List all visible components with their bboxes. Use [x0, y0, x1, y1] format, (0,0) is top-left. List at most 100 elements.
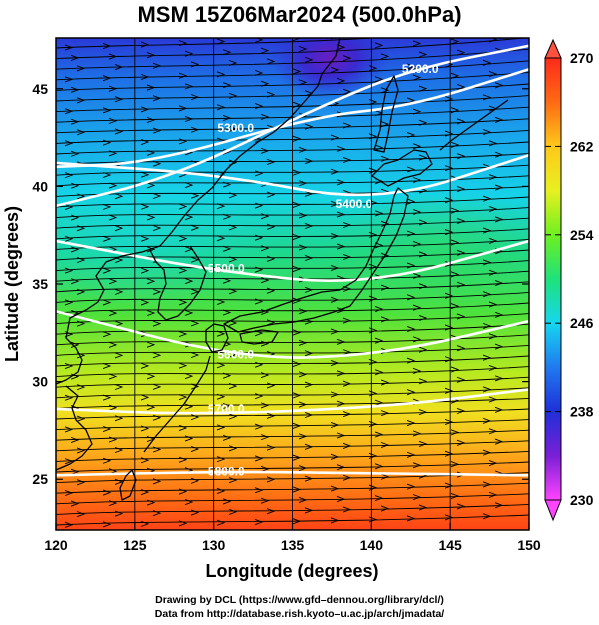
streamline-arrow — [76, 511, 86, 518]
streamline-arrow — [482, 129, 492, 136]
streamline-arrow — [406, 132, 416, 139]
streamline-arrow — [482, 94, 492, 101]
streamline-arrow — [70, 341, 80, 348]
streamline-arrow — [292, 329, 302, 336]
streamline-arrow — [266, 255, 276, 262]
streamline-arrow — [494, 184, 504, 191]
streamline-arrow — [369, 32, 376, 37]
streamline-arrow — [406, 294, 416, 301]
streamline-arrow — [330, 485, 340, 492]
streamline-arrow — [456, 503, 466, 510]
streamline-arrow — [450, 429, 460, 436]
streamline — [56, 71, 529, 91]
streamline-arrow — [64, 490, 74, 497]
streamline-arrow — [152, 478, 162, 485]
streamline-arrow — [266, 91, 276, 98]
streamline-arrow — [412, 40, 422, 47]
streamline-arrow — [178, 394, 188, 401]
streamline-arrow — [216, 104, 226, 111]
streamline-arrow — [488, 491, 498, 498]
coastline-china-south — [56, 385, 93, 471]
streamline — [56, 228, 529, 240]
x-tick-label: 120 — [44, 537, 68, 553]
streamline — [56, 493, 529, 505]
streamline-arrow — [102, 299, 112, 306]
streamline-arrow — [178, 331, 188, 338]
colorbar-ticks: 230 238 246 254 262 270 — [545, 50, 594, 508]
streamline — [56, 196, 529, 208]
streamline-arrow — [108, 373, 118, 380]
streamline-arrow — [184, 403, 194, 410]
streamline-arrow — [146, 246, 156, 253]
y-tick-label: 35 — [32, 276, 48, 292]
streamline-arrow — [152, 160, 162, 167]
streamline-arrow — [140, 73, 150, 80]
streamline-arrow — [254, 298, 264, 305]
streamline-arrow — [76, 65, 86, 72]
streamline-arrow — [418, 440, 428, 447]
streamline-arrow — [342, 380, 352, 387]
streamline-arrow — [444, 197, 454, 204]
height-contour-line — [56, 470, 529, 477]
y-tick-label: 40 — [32, 178, 48, 194]
streamline-arrow — [152, 225, 162, 232]
streamline — [56, 217, 529, 229]
streamline-arrow — [380, 220, 390, 227]
streamline-arrow — [298, 308, 308, 315]
colorbar-tick-label: 230 — [570, 492, 594, 508]
streamline — [56, 270, 529, 282]
streamline-arrow — [216, 71, 226, 78]
streamline-arrow — [450, 239, 460, 246]
streamline-arrow — [488, 365, 498, 372]
cold-core-region — [270, 38, 390, 100]
colorbar-top-arrow — [544, 38, 562, 59]
streamline-arrow — [146, 404, 156, 411]
streamline-arrow — [260, 402, 270, 409]
streamline-arrow — [102, 362, 112, 369]
streamline-arrow — [260, 434, 270, 441]
streamline-arrow — [488, 71, 498, 78]
streamline-arrow — [152, 414, 162, 421]
streamline-arrow — [374, 306, 384, 313]
height-contour-line — [56, 153, 529, 197]
streamline-arrow — [254, 103, 264, 110]
streamline-arrow — [456, 217, 466, 225]
streamline — [56, 249, 529, 261]
streamline-arrow — [228, 383, 238, 390]
streamline-arrow — [304, 381, 314, 388]
streamline-arrow — [70, 436, 80, 443]
streamline-arrow — [184, 435, 194, 442]
streamline-arrow — [64, 299, 74, 306]
streamline-arrow — [304, 123, 314, 130]
streamline-arrow — [64, 521, 74, 528]
streamline-arrow — [330, 264, 340, 272]
streamline-arrow — [450, 38, 460, 45]
streamline-arrow — [102, 331, 112, 338]
streamline-arrow — [418, 51, 428, 58]
streamline-arrow — [406, 262, 416, 269]
streamline-arrow — [482, 195, 492, 202]
streamline-arrow — [146, 278, 156, 285]
credit-data: Data from http://database.rish.kyoto–u.a… — [154, 608, 445, 620]
streamline-arrow — [304, 411, 314, 419]
colorbar-fill — [544, 57, 562, 501]
coastline-ryukyu — [143, 355, 211, 453]
streamline-arrow — [380, 441, 390, 448]
streamline — [56, 302, 529, 314]
streamline-arrow — [140, 203, 150, 210]
streamline-arrow — [102, 267, 112, 274]
streamline-arrow — [102, 75, 112, 82]
streamline-arrow — [406, 230, 416, 237]
streamline-arrow — [228, 319, 238, 327]
streamline-arrow — [494, 216, 504, 223]
streamline-arrow — [140, 106, 150, 113]
streamline-arrow — [456, 186, 466, 193]
x-axis-label: Longitude (degrees) — [205, 561, 378, 581]
streamline-arrow — [292, 518, 302, 525]
streamline-arrow — [222, 245, 232, 252]
streamline-arrow — [228, 477, 238, 484]
streamline-arrow — [292, 265, 302, 272]
streamline-arrow — [292, 101, 302, 108]
streamline-arrow — [108, 150, 118, 157]
streamline-arrow — [304, 286, 314, 293]
